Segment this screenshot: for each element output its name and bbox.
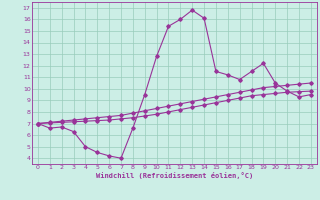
- X-axis label: Windchill (Refroidissement éolien,°C): Windchill (Refroidissement éolien,°C): [96, 172, 253, 179]
